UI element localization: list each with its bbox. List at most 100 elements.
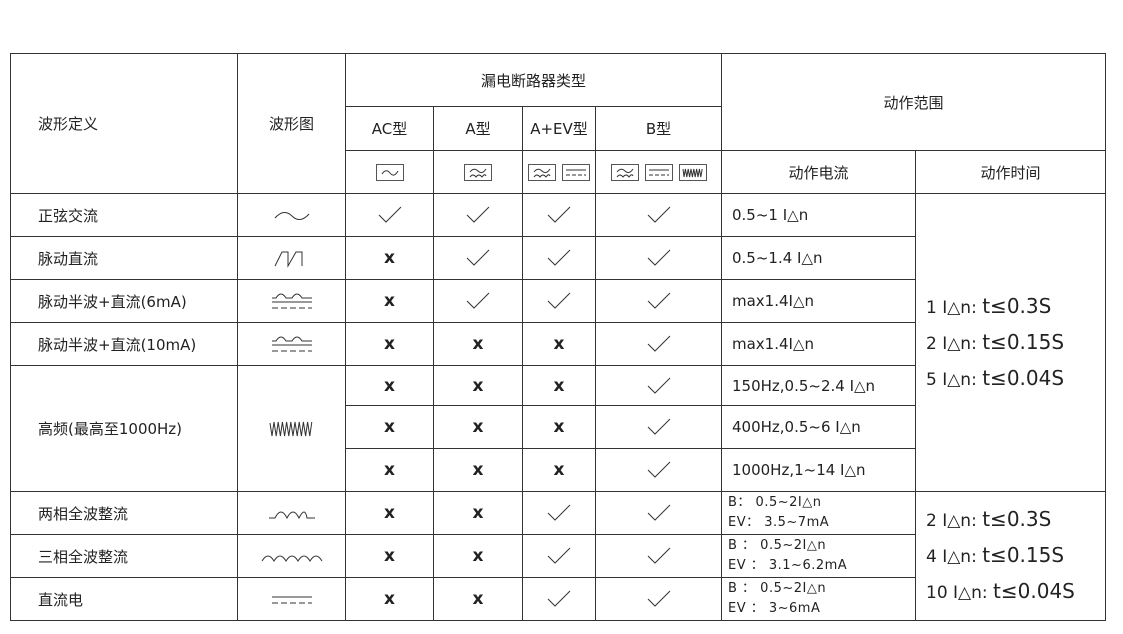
- action-time-line: 5 I△n: t≤0.04S: [926, 365, 1065, 390]
- header-action-current: 动作电流: [721, 150, 916, 194]
- action-time: 2 I△n: t≤0.3S 4 I△n: t≤0.15S 10 I△n: t≤0.0…: [915, 491, 1106, 621]
- table-row: 脉动半波+直流(10mA) x x x max1.4I△n: [10, 322, 1106, 366]
- action-current: 0.5~1.4 I△n: [721, 236, 916, 280]
- sine-box-icon: [373, 163, 407, 181]
- x-mark: x: [345, 491, 434, 535]
- type-icons: [522, 150, 596, 194]
- action-current-line: EV ： 3~6mA: [728, 601, 821, 616]
- header-action-time: 动作时间: [915, 150, 1106, 194]
- check-icon: [595, 365, 722, 406]
- action-current-line: B ： 0.5~2I△n: [728, 538, 827, 553]
- x-mark: x: [522, 365, 596, 406]
- check-icon: [595, 491, 722, 535]
- check-icon: [345, 193, 434, 237]
- header-breaker-types: 漏电断路器类型: [345, 53, 722, 107]
- three-phase-wave-icon: [237, 534, 346, 578]
- pulse-box-icon: [608, 163, 642, 181]
- rcd-type-table: 波形定义 波形图 漏电断路器类型 动作范围 AC型 A型 A+EV型 B型 动作…: [10, 53, 1106, 621]
- type-icons: [595, 150, 722, 194]
- check-icon: [522, 491, 596, 535]
- pulse-wave-icon: [237, 236, 346, 280]
- dc-box-icon: [642, 163, 676, 181]
- x-mark: x: [433, 365, 523, 406]
- x-mark: x: [522, 405, 596, 449]
- x-mark: x: [522, 448, 596, 492]
- action-current: B ： 0.5~2I△n EV ： 3~6mA: [721, 577, 916, 621]
- action-time-line: 2 I△n: t≤0.15S: [926, 329, 1065, 354]
- action-current: max1.4I△n: [721, 322, 916, 366]
- check-icon: [433, 236, 523, 280]
- action-time: 1 I△n: t≤0.3S 2 I△n: t≤0.15S 5 I△n: t≤0.04…: [915, 193, 1106, 492]
- action-current-line: B ： 0.5~2I△n: [728, 581, 827, 596]
- halfwave-dc-wave-icon: [237, 279, 346, 323]
- header-type-b: B型: [595, 106, 722, 151]
- table-row: 高频(最高至1000Hz) x x x 150Hz,0.5~2.4 I△n: [10, 365, 1106, 492]
- type-icons: [345, 150, 434, 194]
- table-row: 正弦交流 0.5~1 I△n 1 I△n: t≤0.3S 2 I△n: t≤0.15S…: [10, 193, 1106, 492]
- action-current: B ： 0.5~2I△n EV ： 3.1~6.2mA: [721, 534, 916, 578]
- x-mark: x: [345, 236, 434, 280]
- dc-box-icon: [559, 163, 593, 181]
- wave-name: 脉动半波+直流(6mA): [10, 279, 238, 323]
- header-action-range: 动作范围: [721, 53, 1106, 151]
- pulse-box-icon: [525, 163, 559, 181]
- check-icon: [595, 405, 722, 449]
- action-current-line: EV： 3.5~7mA: [728, 515, 830, 530]
- check-icon: [595, 236, 722, 280]
- action-current: 400Hz,0.5~6 I△n: [721, 405, 916, 449]
- action-time-line: 4 I△n: t≤0.15S: [926, 543, 1065, 567]
- table-row: 两相全波整流 x x B： 0.5~2I△n EV： 3.5~7mA 2 I△n: t≤0…: [10, 491, 1106, 621]
- check-icon: [433, 279, 523, 323]
- sine-wave-icon: [237, 193, 346, 237]
- high-freq-wave-icon: [237, 365, 346, 492]
- action-time-line: 10 I△n: t≤0.04S: [926, 579, 1075, 603]
- wave-name: 高频(最高至1000Hz): [10, 365, 238, 492]
- table-row: x x x 400Hz,0.5~6 I△n: [11, 405, 1106, 449]
- check-icon: [522, 577, 596, 621]
- action-current: max1.4I△n: [721, 279, 916, 323]
- x-mark: x: [345, 448, 434, 492]
- x-mark: x: [345, 405, 434, 449]
- x-mark: x: [345, 577, 434, 621]
- action-current: 1000Hz,1~14 I△n: [721, 448, 916, 492]
- table-row: 脉动直流 x 0.5~1.4 I△n: [10, 236, 1106, 280]
- check-icon: [522, 534, 596, 578]
- check-icon: [522, 236, 596, 280]
- action-current-line: B： 0.5~2I△n: [728, 495, 822, 510]
- x-mark: x: [433, 534, 523, 578]
- action-time-line: 1 I△n: t≤0.3S: [926, 293, 1052, 318]
- x-mark: x: [522, 322, 596, 366]
- type-icons: [433, 150, 523, 194]
- table-row: 直流电 x x B ： 0.5~2I△n EV ： 3~6mA: [10, 577, 1106, 621]
- action-current: B： 0.5~2I△n EV： 3.5~7mA: [721, 491, 916, 535]
- x-mark: x: [345, 534, 434, 578]
- check-icon: [595, 279, 722, 323]
- header-wave-img: 波形图: [237, 53, 346, 194]
- action-current: 0.5~1 I△n: [721, 193, 916, 237]
- x-mark: x: [345, 279, 434, 323]
- wave-name: 三相全波整流: [10, 534, 238, 578]
- check-icon: [595, 193, 722, 237]
- header-wave-def: 波形定义: [10, 53, 238, 194]
- check-icon: [433, 193, 523, 237]
- wave-name: 正弦交流: [10, 193, 238, 237]
- header-type-a: A型: [433, 106, 523, 151]
- two-phase-wave-icon: [237, 491, 346, 535]
- wave-name: 脉动直流: [10, 236, 238, 280]
- x-mark: x: [433, 448, 523, 492]
- check-icon: [522, 193, 596, 237]
- x-mark: x: [345, 322, 434, 366]
- check-icon: [595, 448, 722, 492]
- x-mark: x: [433, 577, 523, 621]
- wave-name: 脉动半波+直流(10mA): [10, 322, 238, 366]
- halfwave-dc-wave-icon: [237, 322, 346, 366]
- check-icon: [595, 534, 722, 578]
- action-current-line: EV ： 3.1~6.2mA: [728, 558, 848, 573]
- check-icon: [595, 322, 722, 366]
- check-icon: [522, 279, 596, 323]
- hf-box-icon: [676, 163, 710, 181]
- wave-name: 两相全波整流: [10, 491, 238, 535]
- x-mark: x: [433, 322, 523, 366]
- x-mark: x: [433, 491, 523, 535]
- x-mark: x: [345, 365, 434, 406]
